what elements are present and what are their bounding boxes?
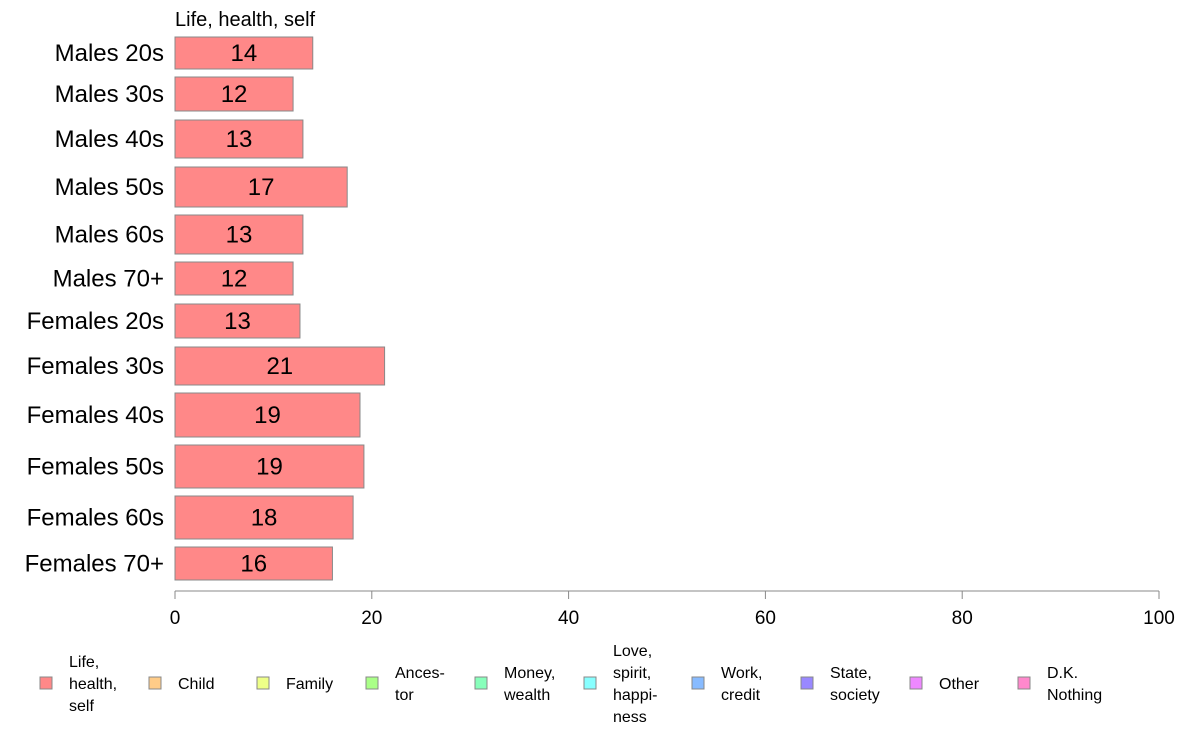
bar (174, 392, 361, 438)
bar (174, 346, 386, 386)
legend-label: D.K. (1047, 665, 1078, 682)
legend-label: Child (178, 676, 214, 693)
bar-value-label: 12 (221, 81, 248, 108)
category-label: Males 60s (55, 222, 164, 249)
legend-label: Ances- (395, 665, 445, 682)
legend-label: Nothing (1047, 687, 1102, 704)
legend-swatch (365, 676, 379, 690)
category-label: Females 30s (27, 353, 164, 380)
legend-item: Love, spirit, happi-ness (583, 643, 657, 726)
x-tick-label: 0 (170, 608, 181, 629)
x-tick-label: 40 (558, 608, 579, 629)
category-label: Females 20s (27, 308, 164, 335)
category-label: Males 30s (55, 81, 164, 108)
legend-label: self (69, 698, 94, 715)
legend-label: Family (286, 676, 333, 693)
legend-swatch (1017, 676, 1031, 690)
legend-item: Family (256, 676, 333, 693)
legend-item: Money, wealth (474, 665, 555, 704)
bar (174, 495, 354, 540)
legend-item: Child (148, 676, 214, 693)
x-axis: 0 20 40 60 80 100 (170, 590, 1175, 629)
category-label: Males 20s (55, 40, 164, 67)
legend-swatch (800, 676, 814, 690)
bar (174, 214, 304, 255)
bar-value-label: 19 (256, 454, 283, 481)
legend-item: Other (909, 676, 980, 693)
legend-item: Work, credit (691, 665, 762, 704)
legend-label: Work, (721, 665, 762, 682)
bar (174, 36, 314, 70)
x-tick-label: 60 (755, 608, 776, 629)
legend-label: State, (830, 665, 872, 682)
category-label: Females 60s (27, 505, 164, 532)
legend-swatch (39, 676, 53, 690)
legend-item: Ances-tor (365, 665, 445, 704)
bar-value-label: 19 (254, 402, 281, 429)
bar-value-label: 13 (226, 222, 253, 249)
category-label: Males 70+ (53, 266, 164, 293)
legend-label: Love, (613, 643, 652, 660)
bar-value-label: 18 (251, 505, 278, 532)
chart-title: Life, health, self (175, 9, 316, 31)
legend-label: health, (69, 676, 117, 693)
x-tick-label: 20 (361, 608, 382, 629)
legend-swatch (474, 676, 488, 690)
x-tick-label: 80 (952, 608, 973, 629)
category-label: Males 50s (55, 174, 164, 201)
legend-label: happi- (613, 687, 657, 704)
legend-swatch (256, 676, 270, 690)
bar (174, 261, 294, 296)
bar (174, 546, 333, 581)
bar (174, 166, 348, 208)
category-label: Females 40s (27, 402, 164, 429)
category-label: Females 50s (27, 454, 164, 481)
legend-item: Life, health, self (39, 654, 117, 715)
bar (174, 303, 301, 339)
legend-label: society (830, 687, 880, 704)
bar (174, 444, 365, 489)
bar-value-label: 21 (266, 353, 293, 380)
bar-value-label: 14 (231, 40, 258, 67)
legend: Life, health, self Child Family Ances-tor Mone… (39, 643, 1102, 726)
legend-label: credit (721, 687, 761, 704)
legend-label: ness (613, 709, 647, 726)
legend-label: Money, (504, 665, 555, 682)
bar (174, 119, 304, 159)
legend-label: spirit, (613, 665, 651, 682)
bar-value-label: 17 (248, 174, 275, 201)
legend-swatch (583, 676, 597, 690)
category-label: Males 40s (55, 126, 164, 153)
legend-swatch (909, 676, 923, 690)
legend-label: Life, (69, 654, 99, 671)
legend-item: D.K. Nothing (1017, 665, 1102, 704)
bar-value-label: 13 (224, 308, 251, 335)
bar-value-label: 13 (226, 126, 253, 153)
bar-value-label: 12 (221, 266, 248, 293)
legend-swatch (148, 676, 162, 690)
legend-label: Other (939, 676, 980, 693)
legend-label: tor (395, 687, 414, 704)
legend-label: wealth (503, 687, 550, 704)
bar-value-label: 16 (240, 551, 267, 578)
category-label: Females 70+ (25, 551, 164, 578)
legend-item: State, society (800, 665, 880, 704)
x-tick-label: 100 (1143, 608, 1175, 629)
bar (174, 76, 294, 112)
legend-swatch (691, 676, 705, 690)
